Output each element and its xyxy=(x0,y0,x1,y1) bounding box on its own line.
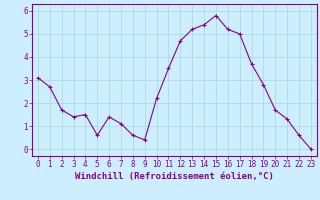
X-axis label: Windchill (Refroidissement éolien,°C): Windchill (Refroidissement éolien,°C) xyxy=(75,172,274,181)
